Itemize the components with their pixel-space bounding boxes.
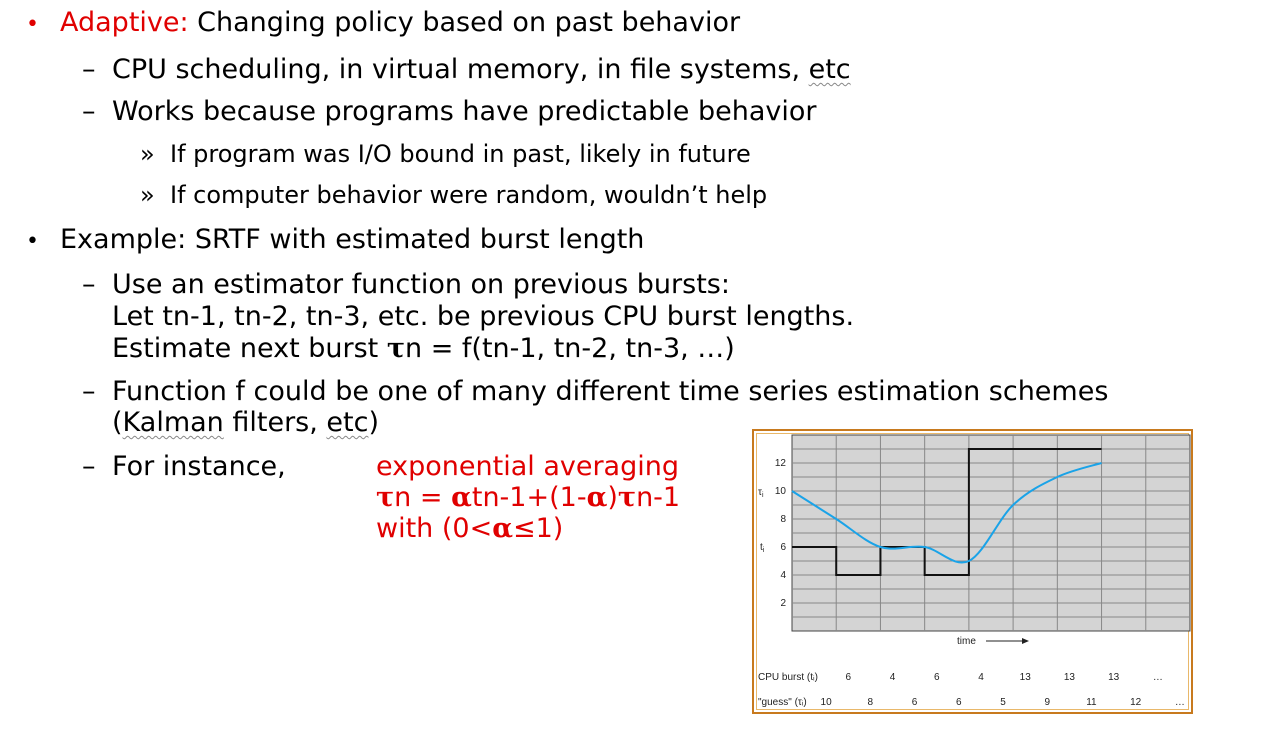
table-row1-label: CPU burst (tᵢ) [758, 672, 818, 683]
alpha-symbol: α [492, 513, 513, 544]
bullet-marker: • [26, 12, 39, 37]
tau-axis-mark: τi [758, 487, 764, 499]
bullet-example: Example: SRTF with estimated burst lengt… [60, 224, 645, 255]
table-row1-cell: 13 [1108, 672, 1120, 683]
table-row1-cell: 6 [934, 672, 940, 683]
table-row1-cell: … [1153, 672, 1163, 683]
table-row2-cell: 12 [1130, 697, 1142, 708]
text: n = [394, 482, 452, 513]
text: ≤1) [512, 513, 564, 544]
y-tick-label: 8 [780, 514, 786, 525]
formula-line-2: τn = αtn-1+(1-α)τn-1 [376, 482, 680, 513]
adaptive-label: Adaptive: [60, 7, 189, 38]
estimator-line-3: Estimate next burst τn = f(tn-1, tn-2, t… [112, 333, 735, 364]
dash: – [82, 54, 96, 85]
text: ) [607, 482, 618, 513]
dash: – [82, 451, 96, 482]
alpha-symbol: α [451, 482, 472, 513]
for-instance: For instance, [112, 451, 286, 482]
table-row2-label: "guess" (τᵢ) [758, 697, 807, 708]
raquo: » [140, 181, 155, 209]
tau-symbol: τ [376, 482, 395, 513]
table-row2-cell: 6 [956, 697, 962, 708]
t-axis-mark: ti [760, 542, 765, 554]
table-row1-cell: 4 [890, 672, 896, 683]
subsub-random: If computer behavior were random, wouldn… [170, 181, 768, 209]
burst-chart: τi ti time CPU burst (tᵢ) "guess" (τᵢ) 2… [758, 434, 1191, 708]
table-row2-cell: 10 [821, 697, 833, 708]
x-axis-label: time [957, 636, 976, 647]
cpu-burst-series [792, 448, 1102, 576]
y-tick-label: 2 [780, 598, 786, 609]
tau-symbol: τ [617, 482, 637, 513]
formula-line-1: exponential averaging [376, 451, 679, 482]
burst-estimate-figure: τi ti time CPU burst (tᵢ) "guess" (τᵢ) 2… [752, 429, 1193, 714]
alpha-symbol: α [586, 482, 608, 513]
y-tick-label: 4 [780, 570, 786, 581]
adaptive-text: Changing policy based on past behavior [188, 7, 741, 38]
sub-predictable: Works because programs have predictable … [112, 96, 817, 127]
subsub-io-bound: If program was I/O bound in past, likely… [170, 140, 751, 168]
sub-cpu-scheduling: CPU scheduling, in virtual memory, in fi… [112, 54, 851, 85]
dash: – [82, 269, 96, 300]
text: ( [112, 407, 123, 438]
estimator-line-2: Let tn-1, tn-2, tn-3, etc. be previous C… [112, 301, 855, 332]
table-row2-cell: 6 [912, 697, 918, 708]
table-row1-cell: 6 [846, 672, 852, 683]
table-row2-cell: 5 [1000, 697, 1006, 708]
formula-line-3: with (0<α≤1) [376, 513, 563, 544]
text: n = f(tn-1, tn-2, tn-3, …) [405, 333, 735, 364]
text: n-1 [636, 482, 681, 513]
sub-text: CPU scheduling, in virtual memory, in fi… [112, 54, 809, 85]
y-tick-label: 10 [775, 486, 787, 497]
y-tick-label: 6 [780, 542, 786, 553]
tau-symbol: τ [386, 333, 405, 364]
function-line-2: (Kalman filters, etc) [112, 407, 379, 438]
text: Estimate next burst [112, 333, 387, 364]
table-row1-cell: 13 [1020, 672, 1032, 683]
guess-series [791, 462, 1102, 564]
kalman-word: Kalman [122, 407, 224, 438]
table-row2-cell: 11 [1086, 697, 1097, 708]
table-row2-cell: 8 [868, 697, 874, 708]
bullet-marker: • [26, 229, 39, 254]
etc-word: etc [326, 407, 369, 438]
text: with (0< [376, 513, 493, 544]
table-row1-cell: 4 [978, 672, 984, 683]
bullet-adaptive: Adaptive: Changing policy based on past … [60, 7, 740, 38]
y-tick-label: 12 [775, 458, 787, 469]
time-arrow-head [1022, 638, 1029, 644]
text: filters, [223, 407, 327, 438]
table-row2-cell: 9 [1044, 697, 1050, 708]
etc-word: etc [808, 54, 851, 85]
dash: – [82, 96, 96, 127]
function-line-1: Function f could be one of many differen… [112, 376, 1109, 407]
table-row2-cell: … [1175, 697, 1185, 708]
text: ) [368, 407, 380, 438]
estimator-line-1: Use an estimator function on previous bu… [112, 269, 730, 300]
raquo: » [140, 140, 155, 168]
text: tn-1+(1- [471, 482, 587, 513]
table-row1-cell: 13 [1064, 672, 1076, 683]
dash: – [82, 376, 96, 407]
